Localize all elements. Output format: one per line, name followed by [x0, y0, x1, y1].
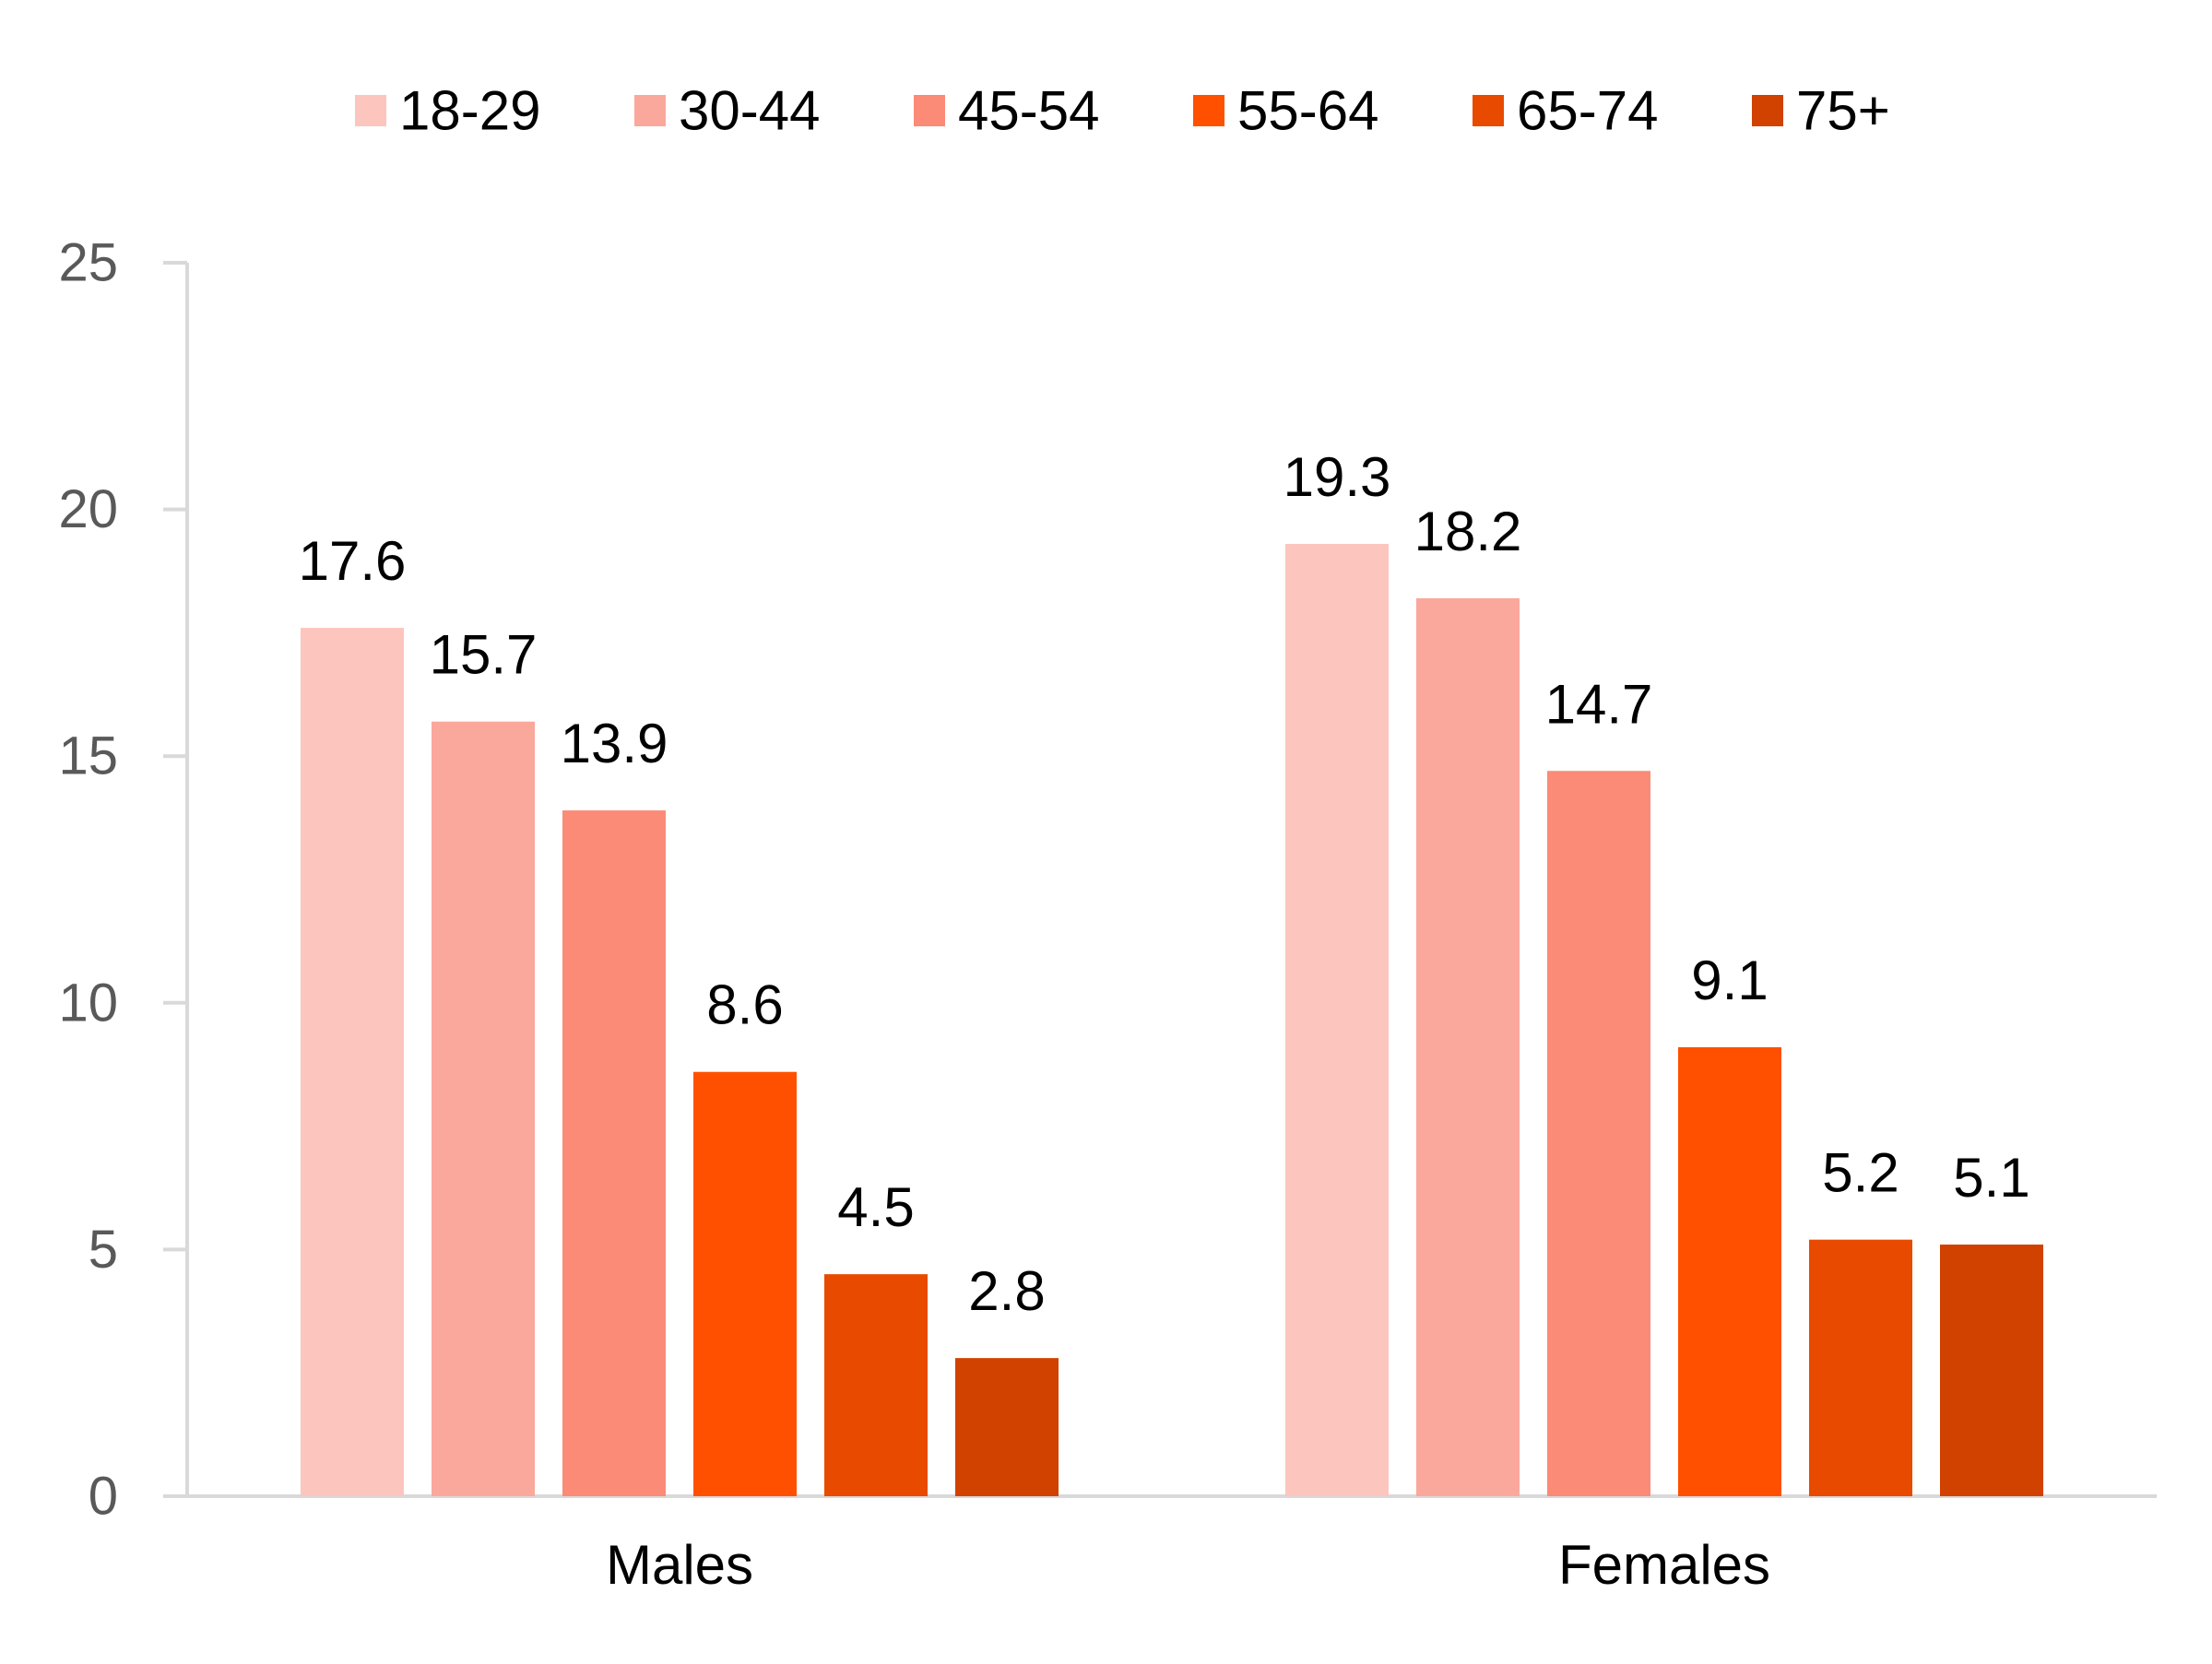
- data-label: 5.1: [1953, 1147, 2029, 1209]
- bar: [1547, 771, 1650, 1496]
- x-category-label: Females: [1558, 1534, 1770, 1596]
- data-label: 13.9: [561, 713, 668, 774]
- legend-label: 45-54: [958, 80, 1099, 142]
- data-label: 4.5: [837, 1176, 914, 1238]
- legend-swatch: [914, 95, 945, 126]
- legend: 18-29 30-44 45-54 55-64 65-74 75+: [355, 80, 1890, 142]
- data-label: 15.7: [430, 624, 538, 686]
- data-label: 17.6: [299, 530, 407, 592]
- data-label: 8.6: [706, 974, 783, 1036]
- bar: [693, 1071, 797, 1496]
- legend-item: 55-64: [1193, 80, 1378, 142]
- bar: [301, 628, 404, 1496]
- y-tick-label: 15: [58, 726, 118, 786]
- bar: [1940, 1245, 2043, 1496]
- bar: [955, 1358, 1059, 1496]
- legend-swatch: [355, 95, 386, 126]
- data-label: 18.2: [1414, 501, 1522, 562]
- legend-swatch: [1752, 95, 1783, 126]
- legend-label: 55-64: [1237, 80, 1378, 142]
- legend-swatch: [1473, 95, 1504, 126]
- bar: [824, 1274, 928, 1496]
- legend-swatch: [634, 95, 666, 126]
- legend-item: 18-29: [355, 80, 540, 142]
- y-tick-label: 10: [58, 973, 118, 1033]
- legend-swatch: [1193, 95, 1224, 126]
- y-tick-label: 25: [58, 233, 118, 293]
- legend-label: 18-29: [399, 80, 540, 142]
- data-label: 14.7: [1545, 673, 1653, 735]
- data-label: 19.3: [1283, 446, 1391, 508]
- legend-item: 75+: [1752, 80, 1890, 142]
- legend-item: 30-44: [634, 80, 820, 142]
- data-labels: 17.6 15.7 13.9 8.6 4.5 2.8 19.3 18.2 14.7 9.1 5.2 5…: [299, 446, 2030, 1322]
- y-tick-label: 0: [89, 1467, 118, 1527]
- bar: [1416, 597, 1520, 1496]
- data-label: 5.2: [1822, 1142, 1899, 1204]
- x-category-label: Males: [606, 1534, 753, 1596]
- legend-label: 30-44: [679, 80, 820, 142]
- bar: [1678, 1046, 1781, 1496]
- bars: [301, 544, 2043, 1497]
- legend-label: 65-74: [1517, 80, 1658, 142]
- bar: [1285, 544, 1389, 1497]
- legend-item: 45-54: [914, 80, 1099, 142]
- y-tick-label: 5: [89, 1220, 118, 1280]
- data-label: 9.1: [1691, 950, 1768, 1011]
- legend-label: 75+: [1796, 80, 1890, 142]
- legend-item: 65-74: [1473, 80, 1658, 142]
- y-tick-label: 20: [58, 479, 118, 539]
- bar: [562, 810, 666, 1496]
- x-axis: Males Females: [163, 1494, 2157, 1596]
- bar: [432, 721, 535, 1496]
- bar: [1809, 1239, 1912, 1496]
- data-label: 2.8: [968, 1260, 1045, 1322]
- y-axis: 0 5 10 15 20 25: [58, 233, 189, 1527]
